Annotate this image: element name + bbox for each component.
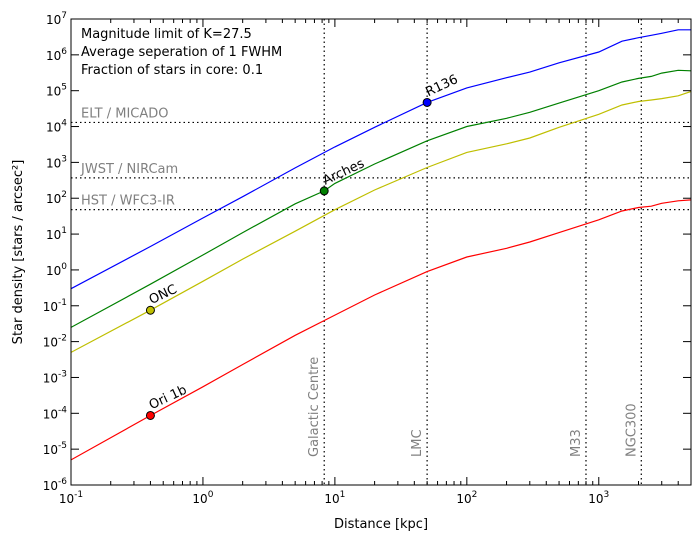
- annotation-magnitude: Magnitude limit of K=27.5: [81, 27, 252, 42]
- y-tick-label-base: 10: [46, 121, 61, 135]
- y-tick-label-exp: 2: [61, 190, 67, 200]
- y-tick-label: 103: [46, 154, 67, 170]
- instrument-limit-label: HST / WFC3-IR: [81, 194, 175, 209]
- annotation-separation: Average seperation of 1 FWHM: [81, 45, 282, 60]
- x-tick-label: 102: [456, 490, 477, 506]
- location-label: NGC300: [624, 403, 639, 457]
- x-tick-label-exp: 1: [340, 490, 346, 500]
- y-tick-label-exp: -6: [58, 477, 67, 487]
- x-tick-label-exp: 0: [208, 490, 214, 500]
- annotation-box: Magnitude limit of K=27.5 Average sepera…: [81, 27, 282, 78]
- y-tick-label-base: 10: [43, 479, 58, 493]
- y-tick-label: 106: [46, 47, 67, 63]
- y-tick-label-exp: 1: [61, 226, 67, 236]
- y-tick-label-exp: 7: [61, 11, 67, 21]
- y-tick-label-exp: 5: [61, 83, 67, 93]
- instrument-limit-label: ELT / MICADO: [81, 106, 169, 121]
- x-tick-label-base: 10: [324, 492, 339, 506]
- y-tick-label-exp: 3: [61, 154, 67, 164]
- reference-lines: [71, 19, 691, 485]
- cluster-point: [145, 305, 155, 315]
- y-tick-label-exp: -4: [58, 405, 67, 415]
- y-tick-label-base: 10: [43, 300, 58, 314]
- cluster-point: [145, 410, 155, 420]
- density-series-line: [71, 199, 691, 461]
- y-tick-label-base: 10: [46, 192, 61, 206]
- y-tick-label-exp: -1: [58, 298, 67, 308]
- y-tick-label-exp: -2: [58, 334, 67, 344]
- y-tick-label-base: 10: [46, 85, 61, 99]
- y-tick-label: 101: [46, 226, 67, 242]
- density-series-line: [71, 90, 691, 353]
- x-tick-label: 100: [192, 490, 213, 506]
- y-tick-label: 102: [46, 190, 67, 206]
- x-tick-label: 10-1: [59, 490, 83, 506]
- plot-area: [71, 19, 691, 485]
- y-tick-label-exp: 6: [61, 47, 67, 57]
- y-tick-label-exp: -5: [58, 441, 67, 451]
- density-series-line: [71, 69, 691, 328]
- y-tick-label-exp: -3: [58, 369, 67, 379]
- plot-frame: [70, 18, 692, 486]
- y-tick-label-base: 10: [46, 13, 61, 27]
- annotation-core-fraction: Fraction of stars in core: 0.1: [81, 63, 263, 78]
- y-tick-label-base: 10: [46, 264, 61, 278]
- y-tick-label: 10-5: [43, 441, 67, 457]
- y-tick-label-base: 10: [46, 156, 61, 170]
- cluster-point: [319, 186, 329, 196]
- y-axis-label: Star density [stars / arcsec²]: [11, 160, 26, 345]
- location-label: Galactic Centre: [307, 357, 322, 457]
- density-series-line: [71, 29, 691, 290]
- y-tick-label: 10-4: [43, 405, 68, 421]
- y-tick-label: 107: [46, 11, 67, 27]
- series-lines: [71, 29, 691, 461]
- x-tick-label-base: 10: [192, 492, 207, 506]
- x-tick-label-exp: 3: [604, 490, 610, 500]
- x-axis-label: Distance [kpc]: [334, 517, 428, 532]
- cluster-point: [422, 97, 432, 107]
- y-tick-label-base: 10: [46, 228, 61, 242]
- y-tick-label-base: 10: [43, 336, 58, 350]
- x-tick-label-exp: -1: [74, 490, 83, 500]
- y-tick-label: 10-3: [43, 369, 67, 385]
- y-tick-label-base: 10: [43, 407, 58, 421]
- x-tick-label-base: 10: [456, 492, 471, 506]
- y-tick-label: 10-6: [43, 477, 68, 493]
- x-tick-label-exp: 2: [472, 490, 478, 500]
- y-tick-label: 10-1: [43, 298, 67, 314]
- y-tick-label: 10-2: [43, 334, 67, 350]
- y-tick-label: 105: [46, 83, 67, 99]
- x-tick-label: 101: [324, 490, 345, 506]
- tick-labels: 10-1 100 101 102 10310-610-510-410-310-210-1…: [43, 11, 610, 506]
- y-tick-label-base: 10: [46, 49, 61, 63]
- instrument-limit-label: JWST / NIRCam: [80, 162, 178, 177]
- y-tick-label-exp: 0: [61, 262, 67, 272]
- x-tick-label-base: 10: [588, 492, 603, 506]
- location-label: LMC: [410, 429, 425, 457]
- y-tick-label-exp: 4: [61, 119, 67, 129]
- reference-labels: ELT / MICADO JWST / NIRCam HST / WFC3-IR Ga…: [80, 106, 639, 457]
- y-tick-label-base: 10: [43, 443, 58, 457]
- x-tick-label: 103: [588, 490, 609, 506]
- y-tick-label: 100: [46, 262, 67, 278]
- x-tick-label-base: 10: [59, 492, 74, 506]
- location-label: M33: [569, 429, 584, 457]
- y-tick-label-base: 10: [43, 371, 58, 385]
- y-tick-label: 104: [46, 119, 67, 135]
